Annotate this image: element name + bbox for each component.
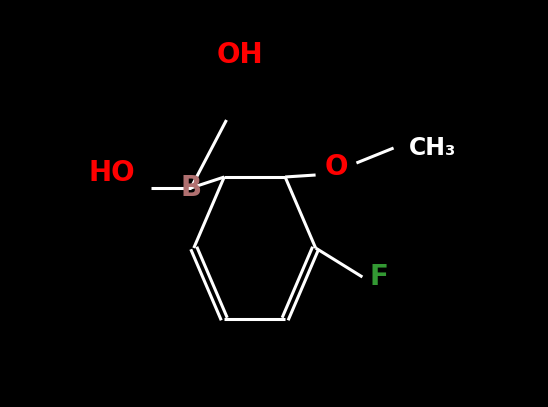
Text: CH₃: CH₃ (408, 136, 456, 160)
Text: OH: OH (216, 41, 263, 69)
Text: HO: HO (88, 159, 135, 187)
Text: O: O (324, 153, 348, 181)
Text: F: F (369, 263, 388, 291)
Text: B: B (180, 174, 201, 202)
